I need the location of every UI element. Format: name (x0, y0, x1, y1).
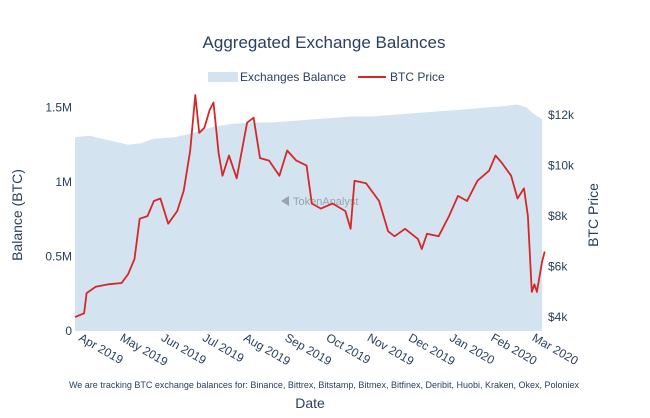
x-tick-label: Oct 2019 (324, 330, 373, 367)
y-left-tick-label: 1M (55, 175, 72, 189)
legend-swatch-balance (208, 72, 238, 82)
x-axis-label: Date (295, 395, 325, 411)
legend-label-price: BTC Price (390, 70, 445, 84)
y-left-tick-label: 0 (65, 324, 72, 338)
y-right-tick-label: $6k (548, 260, 568, 274)
x-tick-label: Mar 2020 (530, 330, 581, 368)
x-tick-label: Apr 2019 (77, 330, 126, 367)
y-left-tick-label: 1.5M (45, 101, 72, 115)
x-tick-label: Feb 2020 (489, 330, 540, 368)
plot-area: TokenAnalyst (74, 94, 546, 331)
balance-area (75, 104, 543, 331)
watermark-text: TokenAnalyst (293, 196, 358, 208)
footnote: We are tracking BTC exchange balances fo… (69, 380, 580, 390)
y-right-tick-label: $10k (548, 159, 575, 173)
watermark-logo-icon (281, 196, 289, 206)
left-axis-ticks: 0 0.5M 1M 1.5M (45, 101, 72, 339)
chart-title: Aggregated Exchange Balances (203, 33, 446, 52)
legend-label-balance: Exchanges Balance (240, 70, 346, 84)
y-right-tick-label: $8k (548, 209, 568, 223)
x-tick-label: Jan 2020 (447, 330, 497, 367)
right-axis-ticks: $4k $6k $8k $10k $12k (548, 108, 575, 324)
y-axis-right-label: BTC Price (585, 183, 601, 247)
y-right-tick-label: $4k (548, 310, 568, 324)
price-line (74, 94, 546, 318)
y-left-tick-label: 0.5M (45, 250, 72, 264)
legend: Exchanges Balance BTC Price (208, 70, 445, 84)
watermark: TokenAnalyst (281, 196, 358, 208)
y-right-tick-label: $12k (548, 108, 575, 122)
y-axis-left-label: Balance (BTC) (9, 169, 25, 261)
x-tick-label: Jul 2019 (200, 330, 247, 365)
